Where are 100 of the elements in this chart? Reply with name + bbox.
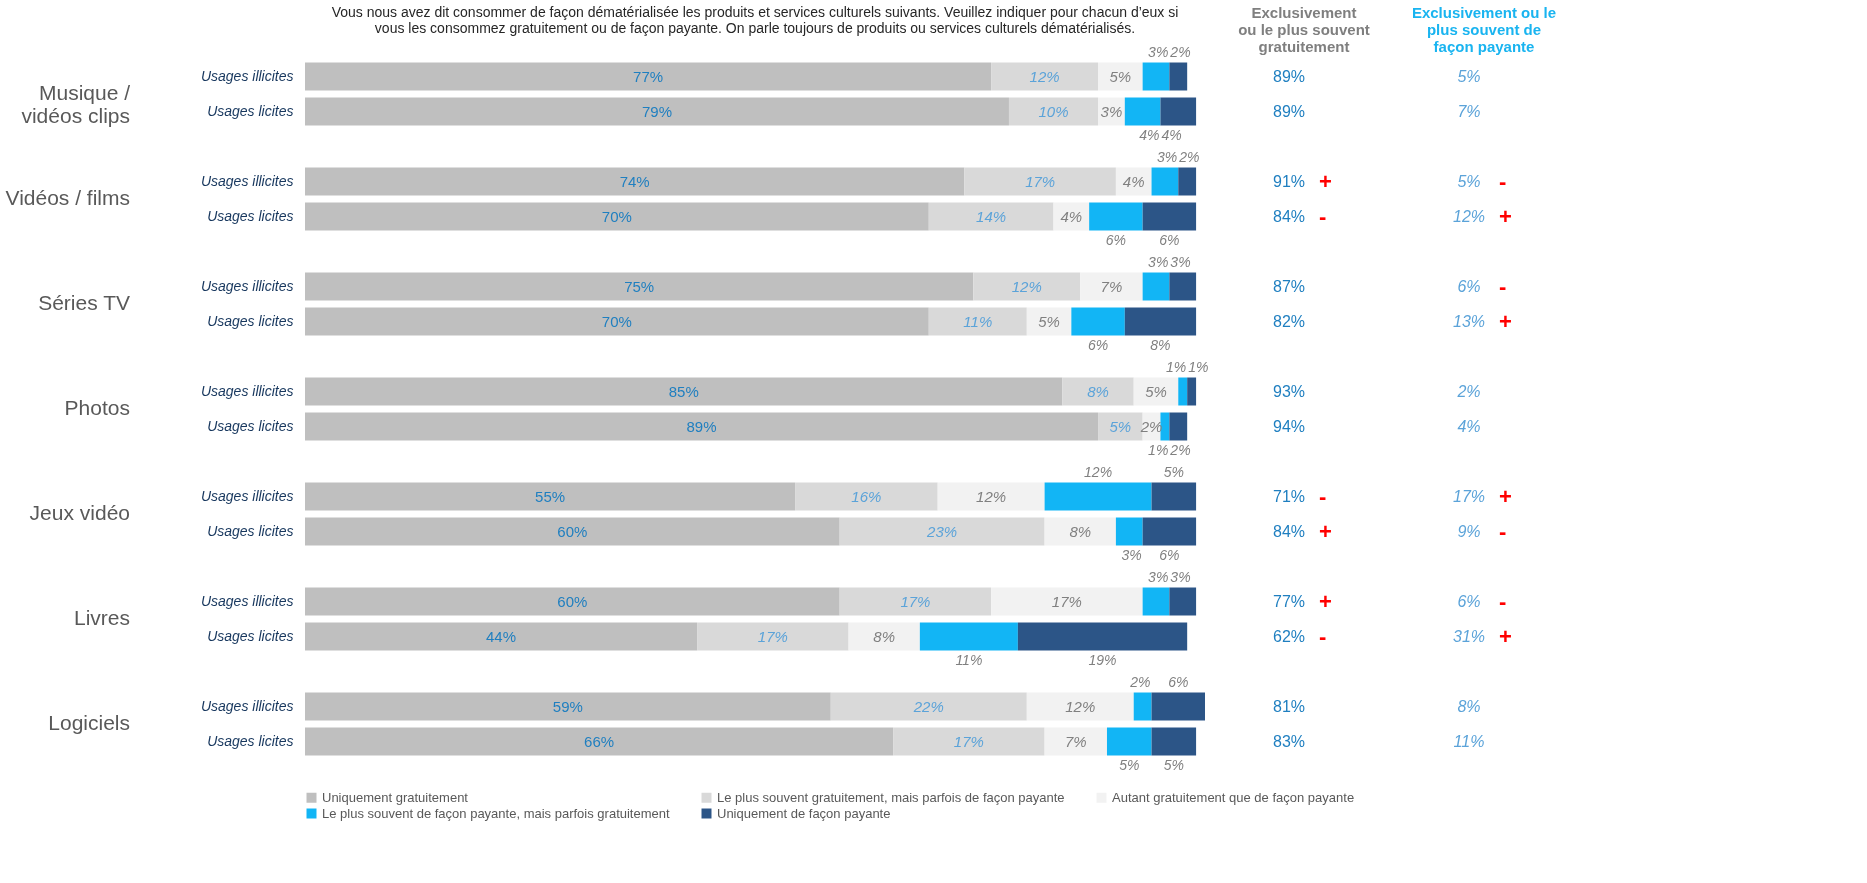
text: 6% - — [1457, 588, 1507, 614]
y-tick-label: Usages illicites — [200, 172, 294, 189]
data-label: 5% — [1119, 756, 1140, 773]
data-label: 74% — [619, 172, 650, 190]
text: 13% + — [1452, 308, 1512, 334]
data-label: 2% — [1178, 148, 1200, 165]
text: 9% - — [1457, 518, 1507, 544]
y-tick-label: Usages illicites — [200, 277, 294, 294]
data-label: 12% — [976, 487, 1007, 505]
data-label: 12% — [1084, 463, 1113, 480]
data-label: 44% — [486, 627, 517, 645]
text: 7% — [1457, 102, 1481, 120]
text: 31% + — [1452, 623, 1512, 649]
data-label: 16% — [851, 487, 882, 505]
y-tick-label: Usages licites — [207, 732, 294, 749]
text: 77% + — [1272, 588, 1332, 614]
text: 11% — [1453, 732, 1485, 750]
text: 62% - — [1272, 623, 1327, 649]
legend-label: Uniquement gratuitement — [322, 789, 469, 805]
data-label: 11% — [955, 651, 983, 668]
data-label: 19% — [1088, 651, 1117, 668]
text: 2% — [1456, 382, 1481, 400]
data-label: 8% — [1150, 336, 1171, 353]
data-label: 66% — [584, 732, 615, 750]
text: Séries TV — [38, 291, 130, 314]
text: 5% - — [1457, 168, 1507, 194]
data-label: 12% — [1029, 67, 1060, 85]
data-label: 2% — [1129, 673, 1151, 690]
data-label: 77% — [633, 67, 664, 85]
data-label: 8% — [873, 627, 896, 645]
data-label: 6% — [1159, 231, 1180, 248]
data-label: 3% — [1157, 148, 1178, 165]
y-tick-label: Usages illicites — [200, 697, 294, 714]
text: Livres — [73, 606, 130, 629]
data-label: 7% — [1064, 732, 1087, 750]
text: 94% — [1272, 417, 1306, 435]
data-label: 60% — [557, 592, 588, 610]
text: 87% — [1272, 277, 1306, 295]
legend-label: Le plus souvent gratuitement, mais parfois de façon payante — [717, 789, 1065, 805]
data-label: 5% — [1145, 382, 1167, 400]
data-label: 1% — [1148, 441, 1169, 458]
text: Musique / vidéos clips — [21, 81, 131, 127]
y-tick-label: Usages illicites — [200, 67, 294, 84]
y-tick-label: Usages licites — [207, 102, 294, 119]
y-tick-label: Usages licites — [207, 627, 294, 644]
data-label: 3% — [1148, 253, 1169, 270]
text: 81% — [1272, 697, 1306, 715]
data-label: 17% — [757, 627, 788, 645]
y-tick-label: Usages illicites — [200, 487, 294, 504]
text: Photos — [64, 396, 130, 419]
text: Vidéos / films — [5, 186, 130, 209]
y-tick-label: Usages illicites — [200, 382, 294, 399]
data-label: 1% — [1165, 358, 1187, 375]
data-label: 5% — [1163, 463, 1184, 480]
y-tick-label: Usages licites — [207, 207, 294, 224]
text: 12% + — [1452, 203, 1512, 229]
data-label: 6% — [1087, 336, 1109, 353]
data-label: 5% — [1109, 67, 1132, 85]
text: 93% — [1272, 382, 1306, 400]
data-label: 3% — [1100, 102, 1123, 120]
data-label: 4% — [1122, 172, 1145, 190]
data-label: 89% — [686, 417, 717, 435]
data-label: 5% — [1163, 756, 1184, 773]
data-label: 70% — [601, 207, 632, 225]
y-tick-label: Usages licites — [207, 522, 294, 539]
data-label: 22% — [912, 697, 944, 715]
text: 4% — [1457, 417, 1481, 435]
data-label: 3% — [1148, 568, 1169, 585]
text: 17% + — [1452, 483, 1512, 509]
data-label: 60% — [557, 522, 588, 540]
y-tick-label: Usages licites — [207, 417, 294, 434]
data-label: 55% — [535, 487, 566, 505]
legend-label: Uniquement de façon payante — [717, 805, 891, 821]
data-label: 6% — [1168, 673, 1189, 690]
text: 6% - — [1457, 273, 1507, 299]
y-tick-label: Usages licites — [207, 312, 294, 329]
chart-title: Vous nous avez dit consommer de façon dématérialisée les produits et services culturels suivants. Veuillez indiquer pour chacun d’eux si vous les consommez gratuitement ou de façon payante. On parle toujours de produits ou services culturels dématérialisés. — [331, 3, 1179, 36]
data-label: 3% — [1170, 568, 1191, 585]
text: Exclusivement ou le plus souvent de façon payante — [1411, 4, 1557, 55]
legend-label: Le plus souvent de façon payante, mais parfois gratuitement — [322, 805, 670, 821]
y-tick-label: Usages illicites — [200, 592, 294, 609]
data-label: 3% — [1121, 546, 1142, 563]
data-label: 4% — [1161, 126, 1182, 143]
text: 5% — [1457, 67, 1481, 85]
data-label: 79% — [641, 102, 672, 120]
data-label: 8% — [1087, 382, 1109, 400]
data-label: 5% — [1038, 312, 1060, 330]
data-label: 3% — [1170, 253, 1191, 270]
data-label: 17% — [900, 592, 931, 610]
data-label: 6% — [1159, 546, 1180, 563]
data-label: 2% — [1169, 43, 1191, 60]
data-label: 11% — [963, 312, 993, 330]
data-label: 6% — [1105, 231, 1127, 248]
text: 84% - — [1272, 203, 1327, 229]
data-label: 17% — [953, 732, 984, 750]
text: 8% — [1457, 697, 1481, 715]
text: 82% — [1272, 312, 1306, 330]
text: Jeux vidéo — [29, 501, 130, 524]
data-label: 23% — [926, 522, 958, 540]
data-label: 1% — [1188, 358, 1209, 375]
